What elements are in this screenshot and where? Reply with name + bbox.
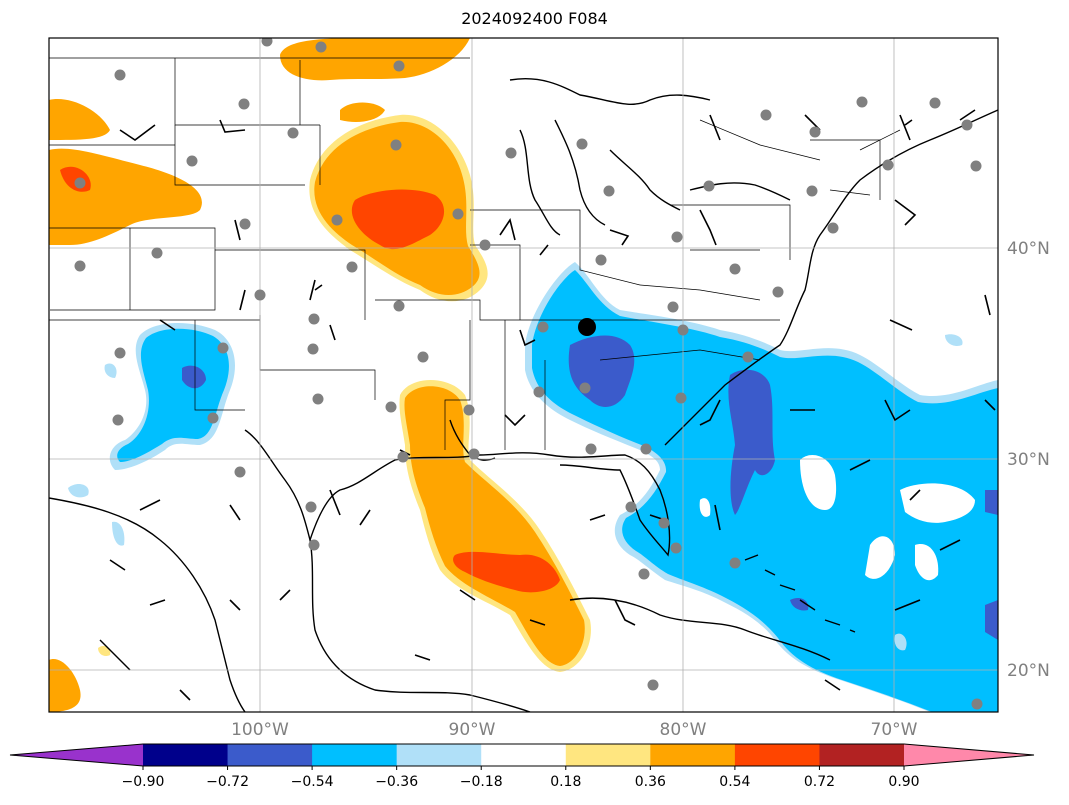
gridlines xyxy=(49,38,998,712)
map-frame xyxy=(48,37,999,713)
lon-label-70w: 70°W xyxy=(871,720,918,740)
colorbar-segment xyxy=(650,744,736,766)
highlighted-station-marker xyxy=(578,318,596,336)
lat-label-20: 20°N xyxy=(1007,661,1050,681)
colorbar-segment xyxy=(227,744,313,766)
positive-anomaly-west xyxy=(49,99,202,712)
colorbar-segment xyxy=(819,744,905,766)
positive-anomaly-gulf xyxy=(399,380,591,672)
colorbar-segment xyxy=(312,744,398,766)
colorbar-segment xyxy=(396,744,482,766)
colorbar-extend-high xyxy=(904,744,1034,766)
colorbar-tick-label: −0.90 xyxy=(122,774,165,790)
colorbar-segment xyxy=(143,744,229,766)
colorbar-tick-label: 0.72 xyxy=(804,774,835,790)
map-area xyxy=(49,38,998,712)
negative-anomaly-southwest xyxy=(68,323,235,546)
colorbar-segment xyxy=(734,744,820,766)
positive-anomaly-midwest xyxy=(280,38,488,302)
lon-label-80w: 80°W xyxy=(660,720,707,740)
colorbar-segment xyxy=(565,744,651,766)
colorbar xyxy=(9,743,1035,767)
negative-anomaly-southeast xyxy=(185,262,998,712)
map-title: 2024092400 F084 xyxy=(461,9,608,28)
wind-barbs xyxy=(109,109,996,701)
colorbar-labels: −0.90 −0.72 −0.54 −0.36 −0.18 0.18 0.36 0.54 0.7… xyxy=(122,766,920,790)
colorbar-tick-label: −0.36 xyxy=(375,774,418,790)
colorbar-tick-label: 0.54 xyxy=(719,774,750,790)
state-borders xyxy=(49,57,901,450)
lon-label-90w: 90°W xyxy=(449,720,496,740)
colorbar-tick-label: −0.72 xyxy=(206,774,249,790)
colorbar-tick-label: −0.54 xyxy=(291,774,334,790)
lon-label-100w: 100°W xyxy=(231,720,289,740)
colorbar-tick-label: 0.18 xyxy=(550,774,581,790)
lat-label-30: 30°N xyxy=(1007,450,1050,470)
colorbar-tick-label: −0.18 xyxy=(460,774,503,790)
colorbar-tick-label: 0.36 xyxy=(635,774,666,790)
colorbar-extend-low xyxy=(10,744,143,766)
colorbar-tick-label: 0.90 xyxy=(888,774,919,790)
station-markers xyxy=(74,38,983,710)
lat-label-40: 40°N xyxy=(1007,239,1050,259)
colorbar-segment xyxy=(481,744,567,766)
